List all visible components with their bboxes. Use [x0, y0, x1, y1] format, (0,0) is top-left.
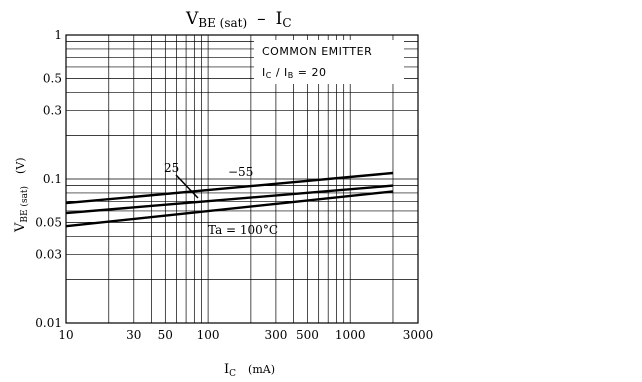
x-tick-label: 10	[58, 328, 73, 342]
x-axis-label: IC (mA)	[224, 362, 275, 379]
y-axis-label: VBE (sat) (V)	[13, 157, 30, 233]
x-axis-label-i: I	[224, 362, 229, 377]
y-tick-label: 0.5	[43, 71, 62, 85]
y-tick-label: 0.3	[43, 103, 62, 117]
curve-label-ta100: Ta = 100°C	[208, 223, 278, 237]
y-tick-label: 0.03	[35, 247, 62, 261]
y-tick-label: 0.1	[43, 172, 62, 186]
curve-label-25-leader	[175, 174, 199, 199]
annotation-box	[254, 40, 404, 84]
curve-label-minus55: −55	[228, 165, 253, 179]
ratio-end: = 20	[294, 66, 327, 79]
x-axis-label-unit: (mA)	[248, 363, 275, 376]
x-tick-label: 100	[197, 328, 220, 342]
ratio-i: I	[262, 66, 266, 79]
y-tick-labels: 1 0.5 0.3 0.1 0.05 0.03 0.01	[35, 28, 62, 330]
x-tick-label: 1000	[335, 328, 366, 342]
series-line-1	[65, 184, 394, 215]
annotation-common-emitter: COMMON EMITTER	[262, 45, 372, 58]
x-tick-label: 500	[296, 328, 319, 342]
ratio-mid: / I	[272, 66, 288, 79]
x-tick-label: 50	[158, 328, 173, 342]
x-tick-label: 3000	[403, 328, 434, 342]
title-i-subscript: C	[282, 16, 291, 30]
y-axis-label-unit: (V)	[14, 157, 27, 174]
x-tick-label: 30	[126, 328, 141, 342]
series-lines	[65, 171, 394, 228]
series-line-2	[65, 190, 394, 228]
title-dash: –	[257, 9, 266, 29]
ratio-b-sub: B	[288, 71, 294, 80]
y-tick-label: 0.01	[35, 316, 62, 330]
x-tick-label: 300	[264, 328, 287, 342]
y-tick-label: 1	[54, 28, 62, 42]
ratio-c-sub: C	[266, 71, 272, 80]
x-axis-label-c: C	[229, 369, 236, 379]
y-tick-label: 0.05	[35, 215, 62, 229]
series-line-0	[65, 171, 394, 205]
annotation-ic-ib-ratio: IC / IB = 20	[262, 66, 327, 80]
title-i: I	[276, 9, 283, 29]
x-tick-labels: 10 30 50 100 300 500 1000 3000	[58, 328, 433, 342]
chart-title: VBE (sat) – IC	[185, 9, 292, 30]
curve-label-25: 25	[164, 161, 179, 175]
y-axis-label-sub: BE (sat)	[19, 186, 30, 223]
y-axis-label-v: V	[13, 222, 28, 233]
title-v: V	[185, 9, 199, 29]
title-v-subscript: BE (sat)	[198, 16, 247, 30]
